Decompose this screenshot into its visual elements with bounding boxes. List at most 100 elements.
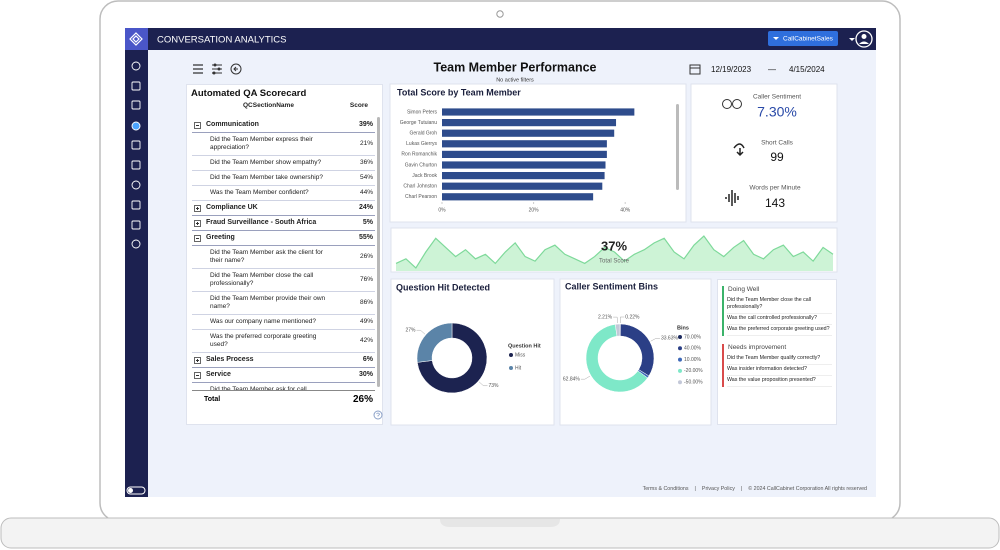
nav-icon[interactable] [131,140,141,150]
question-text: Did the Team Member take ownership? [210,174,323,181]
toggle[interactable] [126,486,146,495]
expand-icon[interactable] [194,371,201,379]
list-item: Was the value proposition presented? [727,376,832,387]
section-row[interactable]: Greeting 55% [192,231,375,246]
expand-icon[interactable] [194,121,201,129]
start-date[interactable]: 12/19/2023 [711,65,752,74]
section-row[interactable]: Service 30% [192,368,375,383]
bar [442,150,607,158]
list-title: Needs improvement [728,344,787,351]
kpi-label: Caller Sentiment [753,94,801,101]
nav-glyph [131,220,141,230]
question-text: Was the Team Member confident? [210,189,309,196]
nav-glyph [131,121,141,131]
y-tick-label: Charl Johnston [403,184,437,190]
scorecard-rows: Communication 39% Did the Team Member expr… [192,118,375,390]
laptop-base [0,517,1000,549]
section-row[interactable]: Sales Process 6% [192,353,375,368]
expand-icon[interactable] [194,204,201,212]
section-score: 39% [358,121,373,128]
end-date[interactable]: 4/15/2024 [789,65,825,74]
kpi-icon [733,143,745,157]
menu-icon[interactable] [193,64,203,74]
section-label: Communication [192,121,259,129]
top-nav [125,28,876,50]
column-header[interactable]: QCSectionName [243,102,294,109]
leader-line [416,329,426,335]
nav-icon[interactable] [131,61,141,71]
nav-icon[interactable] [131,200,141,210]
slice-label: 33.63% [661,336,679,342]
question-row: Was the Team Member confident? 44% [192,186,375,201]
section-label: Compliance UK [192,204,258,212]
slice [585,324,648,393]
nav-icon[interactable] [131,121,141,131]
filter-note: No active filters [496,77,534,83]
question-row: Did the Team Member express their apprec… [192,133,375,156]
back-icon[interactable] [230,63,242,75]
expand-icon[interactable] [194,219,201,227]
question-row: Did the Team Member show empathy? 36% [192,156,375,171]
filter-knob [213,63,217,67]
y-tick-label: Simon Peters [407,109,438,115]
help-glyph [376,412,380,417]
nav-icon[interactable] [131,180,141,190]
account-button[interactable] [768,31,838,46]
leader-line [650,338,660,342]
footer-link[interactable]: Privacy Policy [702,486,735,492]
footer-link[interactable]: Terms & Conditions [643,486,689,492]
section-label: Sales Process [192,356,253,364]
back-arrow [233,66,238,72]
bar [442,161,606,169]
section-row[interactable]: Compliance UK 24% [192,201,375,216]
section-name: Sales Process [206,356,254,363]
footer: Terms & Conditions | Privacy Policy | © 2024… [643,485,867,492]
panel-title: Automated QA Scorecard [191,88,307,99]
nav-icon[interactable] [131,81,141,91]
chart-title: Total Score by Team Member [397,87,521,97]
nav-icon[interactable] [131,160,141,170]
account-name[interactable]: CallCabinetSales [783,36,834,43]
filter-knob [217,67,221,71]
user-avatar[interactable] [855,30,873,48]
help-icon[interactable] [373,410,383,420]
question-text: Was our company name mentioned? [210,318,316,325]
summary-value: 37% [601,238,627,253]
kpi-label: Words per Minute [749,185,801,192]
section-name: Greeting [206,234,235,241]
legend-label: 70.00% [684,334,702,340]
base-notch [440,519,560,527]
y-tick-label: Gavin Churton [405,162,437,168]
section-row[interactable]: Fraud Surveillance - South Africa 5% [192,216,375,231]
section-name: Fraud Surveillance - South Africa [206,219,317,226]
nav-icon[interactable] [131,239,141,249]
question-row: Did the Team Member take ownership? 54% [192,171,375,186]
expand-icon[interactable] [194,356,201,364]
scrollbar[interactable] [377,117,380,387]
panel [559,278,712,426]
question-text: Did the Team Member show empathy? [210,159,322,166]
leader-line [613,316,618,324]
question-row: Was the preferred corporate greeting use… [192,330,375,353]
app-title: CONVERSATION ANALYTICS [157,35,287,46]
area [396,236,833,271]
chart-title: Caller Sentiment Bins [565,281,658,291]
calendar-icon[interactable] [689,64,701,75]
nav-icon[interactable] [131,100,141,110]
section-row[interactable]: Communication 39% [192,118,375,133]
scrollbar[interactable] [676,104,679,190]
total-score: 26% [352,394,373,405]
chart-title: Question Hit Detected [396,282,490,292]
camera [496,10,504,18]
list-item: Did the Team Member qualify correctly? [727,354,832,365]
expand-icon[interactable] [194,234,201,242]
slice [416,322,488,394]
list-item: Was insider information detected? [727,365,832,376]
section-score: 6% [362,356,373,363]
section-score: 5% [362,219,373,226]
y-tick-label: Gerald Groh [409,131,437,137]
list-item: Did the Team Member close the call profe… [727,296,832,314]
nav-icon[interactable] [131,220,141,230]
column-header[interactable]: Score [349,102,368,109]
